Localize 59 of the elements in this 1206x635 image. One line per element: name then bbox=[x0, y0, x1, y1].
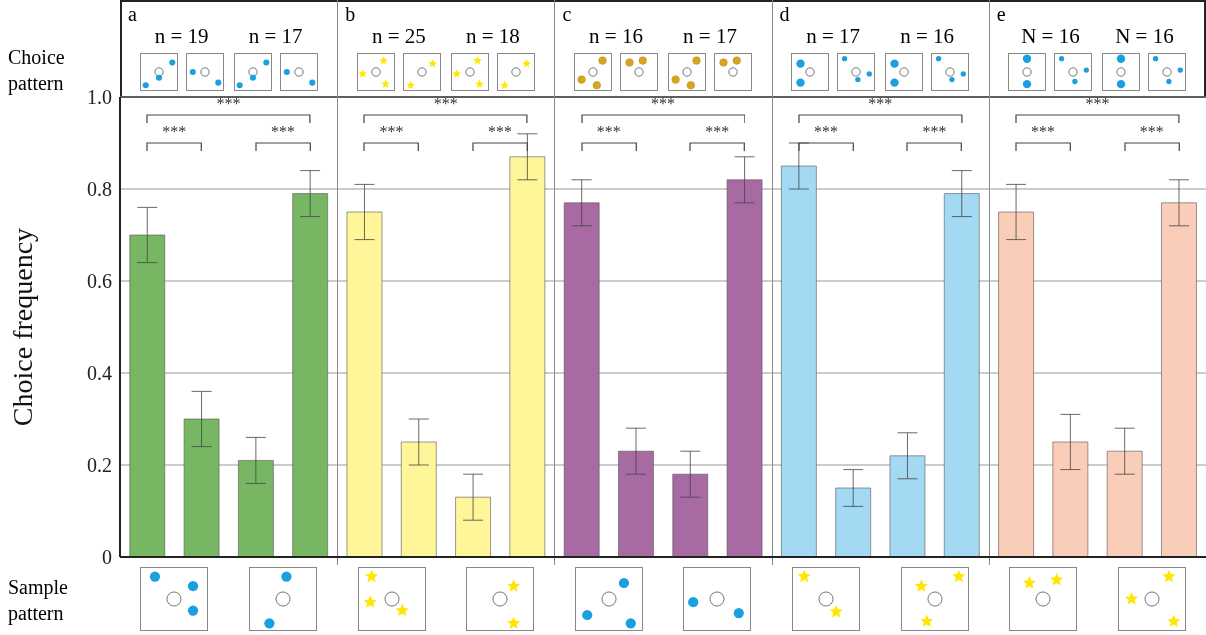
y-tick-label: 0.4 bbox=[87, 362, 112, 385]
annotation: *** bbox=[161, 123, 188, 141]
text: n = 16 bbox=[899, 24, 956, 49]
text: n = 25 bbox=[370, 24, 427, 49]
text: b bbox=[345, 3, 356, 26]
annotation: *** bbox=[215, 95, 242, 114]
bar bbox=[1052, 441, 1089, 557]
annotation: *** bbox=[812, 123, 839, 141]
text: e bbox=[996, 3, 1006, 26]
bar bbox=[726, 179, 763, 557]
annotation: *** bbox=[595, 123, 622, 141]
annotation: *** bbox=[1138, 123, 1165, 141]
bar bbox=[509, 156, 546, 557]
bar bbox=[781, 165, 817, 557]
y-axis-title: Choice frequency bbox=[6, 227, 38, 427]
annotation: *** bbox=[867, 95, 894, 114]
bar bbox=[943, 193, 980, 557]
y-tick-label: 0 bbox=[102, 546, 112, 569]
text: n = 17 bbox=[247, 24, 304, 49]
text: n = 17 bbox=[682, 24, 738, 49]
annotation: *** bbox=[1030, 123, 1057, 141]
y-tick-label: 0.2 bbox=[87, 454, 112, 477]
annotation: *** bbox=[432, 95, 459, 114]
text: c bbox=[562, 3, 572, 26]
bar bbox=[346, 211, 383, 557]
y-tick-label: 1.0 bbox=[87, 86, 112, 109]
annotation: *** bbox=[269, 123, 296, 141]
annotation: *** bbox=[378, 123, 405, 141]
text: Sample pattern bbox=[8, 575, 69, 626]
text: Choice pattern bbox=[8, 46, 65, 94]
text: n = 19 bbox=[153, 24, 210, 49]
bar bbox=[889, 455, 926, 557]
text: a bbox=[128, 3, 137, 26]
annotation: *** bbox=[704, 123, 731, 141]
annotation: *** bbox=[1084, 95, 1111, 114]
bar bbox=[835, 487, 871, 557]
text: n = 16 bbox=[588, 24, 644, 49]
bar bbox=[618, 450, 654, 557]
bar bbox=[238, 460, 274, 557]
text: n = 17 bbox=[805, 24, 862, 49]
bar bbox=[455, 496, 491, 557]
y-tick-label: 0.8 bbox=[87, 178, 112, 201]
bar bbox=[563, 202, 600, 557]
bar bbox=[1161, 202, 1197, 557]
annotation: *** bbox=[921, 123, 948, 141]
annotation: *** bbox=[650, 95, 676, 114]
text: n = 18 bbox=[464, 24, 521, 49]
bar bbox=[672, 473, 709, 557]
text: N = 16 bbox=[1020, 24, 1081, 49]
bar bbox=[292, 193, 328, 557]
text: d bbox=[779, 3, 790, 26]
bar bbox=[998, 211, 1034, 557]
bar bbox=[129, 234, 166, 557]
bar bbox=[400, 441, 437, 557]
text: N = 16 bbox=[1114, 24, 1175, 49]
y-tick-label: 0.6 bbox=[87, 270, 112, 293]
bar bbox=[1106, 450, 1143, 557]
bar bbox=[183, 418, 220, 557]
annotation: *** bbox=[487, 123, 514, 141]
